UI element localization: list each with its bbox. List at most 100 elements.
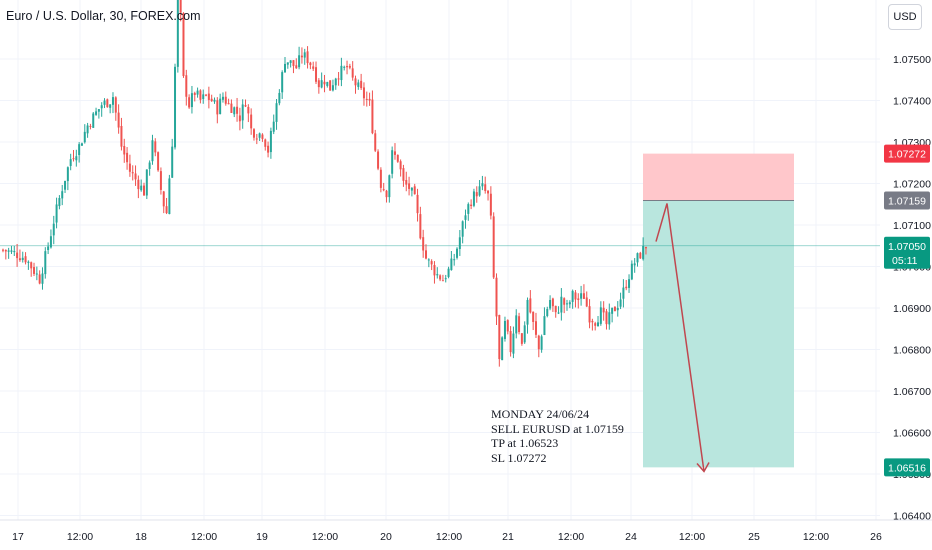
time-tick-label: 12:00: [67, 531, 93, 543]
candle-body: [360, 80, 363, 89]
candle-body: [408, 183, 411, 189]
candle-body: [594, 323, 597, 326]
candle-body: [582, 293, 585, 299]
price-tick-label: 1.07100: [893, 220, 931, 232]
candle-body: [227, 103, 230, 105]
candle-body: [520, 333, 523, 344]
candle-body: [258, 133, 261, 138]
candle-body: [284, 63, 286, 73]
candle-body: [405, 180, 408, 185]
note-line-date: MONDAY 24/06/24: [491, 407, 590, 421]
candle-body: [430, 261, 433, 265]
candle-body: [458, 237, 461, 249]
candle-body: [83, 131, 86, 143]
candle-body: [264, 139, 267, 147]
candle-body: [388, 175, 391, 198]
candle-body: [588, 306, 591, 323]
candle-body: [444, 278, 447, 280]
candle-body: [393, 151, 396, 155]
candle-body: [224, 96, 227, 104]
candle-body: [58, 198, 61, 207]
candle-body: [506, 320, 509, 332]
candle-body: [323, 81, 326, 85]
candle-body: [377, 151, 380, 169]
candle-body: [216, 100, 219, 115]
candle-body: [644, 246, 647, 249]
candle-body: [128, 163, 131, 172]
take-profit-zone[interactable]: [643, 200, 794, 468]
candle-body: [66, 167, 69, 182]
candle-body: [580, 293, 583, 299]
candle-body: [642, 245, 645, 260]
candle-body: [385, 190, 388, 198]
candle-body: [41, 273, 44, 284]
candle-body: [554, 305, 557, 313]
candle-body: [24, 256, 27, 263]
candle-body: [422, 237, 425, 251]
time-tick-label: 12:00: [558, 531, 584, 543]
candle-body: [436, 274, 439, 276]
candle-body: [159, 171, 162, 190]
price-tick-label: 1.07400: [893, 96, 931, 108]
candle-body: [210, 98, 213, 102]
candle-body: [343, 66, 346, 68]
candle-body: [162, 191, 165, 207]
candle-body: [453, 259, 456, 261]
candle-body: [72, 158, 75, 160]
time-tick-label: 12:00: [191, 531, 217, 543]
symbol-title[interactable]: Euro / U.S. Dollar, 30, FOREX.com: [6, 9, 201, 23]
bar-countdown-label: 05:11: [892, 255, 918, 267]
candle-body: [247, 106, 250, 114]
candle-body: [61, 191, 64, 199]
candle-body: [413, 186, 416, 195]
time-axis[interactable]: 17 12:00 18 12:00 19 12:00 20 12:00 21 12:00 24 12:…: [12, 531, 882, 543]
price-tick-label: 1.06700: [893, 386, 931, 398]
candle-body: [560, 296, 563, 313]
candle-body: [255, 138, 258, 140]
candle-body: [481, 183, 484, 187]
candle-body: [16, 252, 19, 259]
candle-body: [221, 96, 224, 100]
candle-body: [21, 257, 24, 260]
candle-body: [137, 179, 140, 190]
candle-body: [27, 261, 30, 263]
candle-body: [13, 251, 16, 253]
price-tick-label: 1.07500: [893, 54, 931, 66]
candle-body: [154, 141, 157, 153]
candle-body: [196, 90, 199, 95]
candle-body: [379, 169, 382, 188]
candle-body: [630, 263, 633, 280]
candle-body: [275, 103, 278, 122]
candle-body: [312, 66, 315, 69]
stop-loss-zone[interactable]: [643, 153, 794, 201]
price-axis[interactable]: 1.075001.074001.073001.072001.071001.070…: [893, 54, 931, 523]
candle-body: [134, 173, 137, 180]
candle-body: [202, 94, 205, 99]
candle-body: [543, 316, 546, 336]
candle-body: [120, 125, 123, 147]
time-tick-label: 26: [870, 531, 882, 543]
candle-body: [625, 286, 628, 289]
candle-body: [100, 105, 103, 109]
time-tick-label: 12:00: [679, 531, 705, 543]
note-line-sell: SELL EURUSD at 1.07159: [491, 421, 624, 436]
stop-loss-tag-label: 1.07272: [888, 149, 926, 161]
time-tick-label: 19: [256, 531, 268, 543]
candle-body: [185, 75, 188, 97]
candle-body: [492, 216, 495, 278]
candle-body: [75, 156, 78, 161]
candle-body: [498, 315, 501, 360]
currency-button[interactable]: USD: [888, 4, 922, 30]
price-tick-label: 1.06800: [893, 345, 931, 357]
candle-body: [18, 258, 21, 261]
candle-body: [78, 144, 81, 155]
entry-tag: [884, 191, 930, 210]
candle-body: [47, 246, 50, 251]
price-tick-label: 1.06600: [893, 428, 931, 440]
candle-body: [213, 99, 216, 102]
candle-body: [464, 215, 467, 220]
candle-body: [269, 130, 272, 153]
candle-body: [33, 267, 36, 274]
candle-body: [182, 12, 185, 76]
